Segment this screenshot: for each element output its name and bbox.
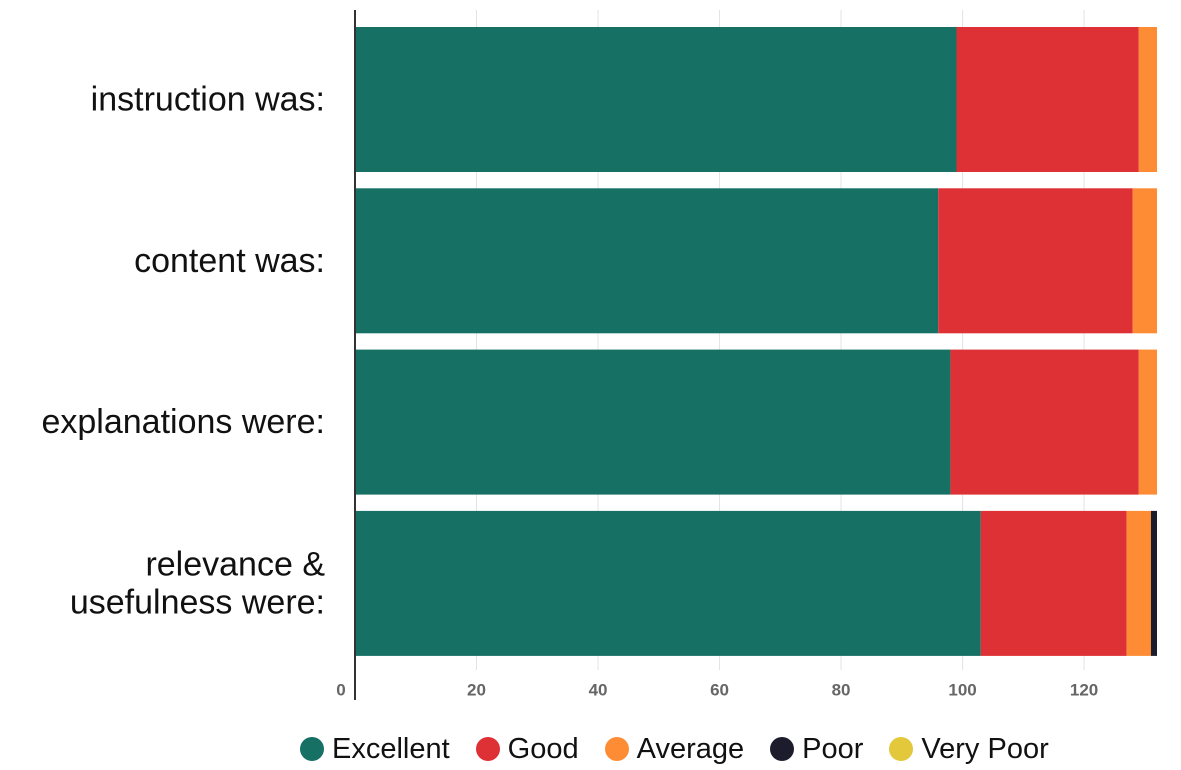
bar-segment-excellent bbox=[355, 349, 951, 495]
legend-item-very-poor: Very Poor bbox=[889, 732, 1049, 766]
x-tick-label: 20 bbox=[467, 681, 486, 700]
x-tick-label: 0 bbox=[336, 681, 345, 700]
legend-label: Very Poor bbox=[921, 732, 1049, 765]
legend-item-average: Average bbox=[604, 732, 745, 766]
bar-segment-average bbox=[1126, 510, 1151, 656]
category-label: instruction was: bbox=[91, 81, 325, 119]
bar-segment-good bbox=[938, 188, 1133, 334]
x-tick-label: 120 bbox=[1070, 681, 1098, 700]
category-label: explanations were: bbox=[41, 403, 325, 441]
legend-swatch bbox=[770, 737, 795, 761]
bar-segment-good bbox=[980, 510, 1127, 656]
x-tick-label: 80 bbox=[832, 681, 851, 700]
bar-segment-average bbox=[1138, 349, 1157, 495]
bar-segment-average bbox=[1132, 188, 1157, 334]
x-tick-label: 100 bbox=[948, 681, 976, 700]
bar-segment-good bbox=[956, 27, 1139, 172]
x-tick-label: 40 bbox=[589, 681, 608, 700]
bar-segment-excellent bbox=[355, 510, 981, 656]
bars bbox=[355, 27, 1157, 656]
bar-segment-average bbox=[1138, 27, 1157, 172]
legend-label: Poor bbox=[802, 732, 864, 765]
legend-swatch bbox=[300, 737, 324, 761]
category-label: relevance & bbox=[145, 545, 325, 583]
x-tick-labels: 0 20 40 60 80 100 120 bbox=[336, 681, 1098, 700]
bar-segment-excellent bbox=[355, 188, 939, 334]
category-label: content was: bbox=[134, 242, 325, 280]
legend-item-excellent: Excellent bbox=[300, 733, 450, 766]
legend-label: Good bbox=[507, 732, 579, 765]
legend-item-poor: Poor bbox=[770, 733, 863, 766]
bar-segment-good bbox=[950, 349, 1139, 495]
legend-swatch bbox=[889, 737, 914, 761]
legend-label: Average bbox=[636, 732, 745, 765]
legend-label: Excellent bbox=[332, 732, 450, 765]
legend-item-good: Good bbox=[475, 732, 579, 766]
bar-segment-excellent bbox=[355, 27, 957, 172]
bar-segment-poor bbox=[1150, 510, 1157, 656]
category-label: usefulness were: bbox=[70, 583, 325, 621]
legend-swatch bbox=[604, 737, 629, 761]
category-labels: instruction was: content was: explanations… bbox=[41, 81, 325, 622]
legend: Excellent Good Average Poor Very Poor bbox=[300, 728, 1181, 770]
legend-swatch bbox=[475, 737, 500, 761]
x-tick-label: 60 bbox=[710, 681, 729, 700]
